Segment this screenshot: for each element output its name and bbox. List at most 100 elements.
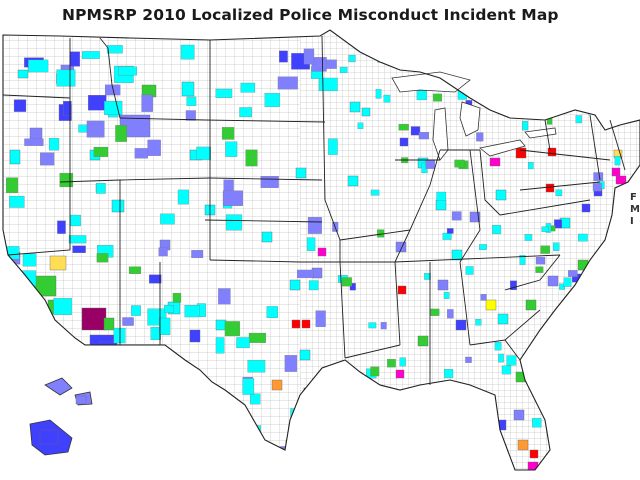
incident-county[interactable] <box>540 245 550 254</box>
incident-county[interactable] <box>465 266 474 275</box>
incident-county[interactable] <box>264 93 280 107</box>
incident-county[interactable] <box>115 125 127 142</box>
incident-county[interactable] <box>444 369 454 378</box>
incident-county[interactable] <box>17 297 37 315</box>
incident-county[interactable] <box>245 149 258 167</box>
incident-county[interactable] <box>432 93 442 102</box>
incident-county[interactable] <box>430 308 440 316</box>
incident-county[interactable] <box>447 309 454 319</box>
incident-county[interactable] <box>277 76 298 90</box>
incident-county[interactable] <box>173 448 188 458</box>
incident-county[interactable] <box>59 173 74 188</box>
incident-county[interactable] <box>489 157 501 167</box>
incident-county[interactable] <box>96 253 109 263</box>
incident-county[interactable] <box>545 390 553 400</box>
incident-county[interactable] <box>113 327 126 344</box>
incident-county[interactable] <box>150 327 161 340</box>
incident-county[interactable] <box>141 94 153 112</box>
incident-county[interactable] <box>48 138 60 151</box>
incident-county[interactable] <box>437 279 449 291</box>
incident-county[interactable] <box>501 365 512 375</box>
incident-county[interactable] <box>103 317 115 331</box>
incident-county[interactable] <box>486 431 493 441</box>
incident-county[interactable] <box>17 69 29 79</box>
incident-county[interactable] <box>525 299 537 311</box>
incident-county[interactable] <box>417 335 429 347</box>
incident-county[interactable] <box>451 211 462 221</box>
incident-county[interactable] <box>289 279 301 291</box>
incident-county[interactable] <box>147 139 161 156</box>
incident-county[interactable] <box>318 77 338 92</box>
incident-county[interactable] <box>566 381 573 389</box>
incident-county[interactable] <box>581 203 591 213</box>
incident-county[interactable] <box>395 241 407 253</box>
incident-county[interactable] <box>181 81 195 97</box>
incident-county[interactable] <box>236 337 250 349</box>
incident-county[interactable] <box>5 177 19 194</box>
incident-county[interactable] <box>515 147 527 159</box>
incident-county[interactable] <box>53 298 72 315</box>
incident-county[interactable] <box>547 275 559 287</box>
incident-county[interactable] <box>506 355 517 366</box>
incident-county[interactable] <box>442 232 452 240</box>
incident-county[interactable] <box>410 126 421 136</box>
incident-county[interactable] <box>417 385 429 397</box>
incident-county[interactable] <box>513 409 525 421</box>
incident-county[interactable] <box>349 283 356 291</box>
incident-county[interactable] <box>593 172 604 181</box>
incident-county[interactable] <box>535 256 546 265</box>
incident-county[interactable] <box>57 220 66 234</box>
incident-county[interactable] <box>160 373 173 387</box>
incident-county[interactable] <box>445 433 453 440</box>
incident-county[interactable] <box>22 253 37 267</box>
incident-county[interactable] <box>184 305 200 318</box>
incident-county[interactable] <box>172 293 182 303</box>
incident-county[interactable] <box>619 224 630 233</box>
incident-county[interactable] <box>239 107 252 118</box>
incident-county[interactable] <box>118 66 138 76</box>
incident-county[interactable] <box>225 141 238 157</box>
incident-county[interactable] <box>307 217 322 234</box>
incident-county[interactable] <box>535 266 544 273</box>
incident-county[interactable] <box>240 82 256 93</box>
incident-county[interactable] <box>225 214 243 231</box>
incident-county[interactable] <box>446 228 454 234</box>
incident-county[interactable] <box>425 159 436 169</box>
incident-county[interactable] <box>24 138 44 146</box>
incident-county[interactable] <box>568 270 578 277</box>
incident-county[interactable] <box>147 393 158 402</box>
incident-county[interactable] <box>589 82 597 89</box>
incident-county[interactable] <box>547 147 557 157</box>
incident-county[interactable] <box>40 152 55 166</box>
incident-county[interactable] <box>218 288 231 305</box>
incident-county[interactable] <box>134 148 149 159</box>
incident-county[interactable] <box>271 379 283 391</box>
incident-county[interactable] <box>308 280 319 291</box>
incident-county[interactable] <box>592 183 602 192</box>
incident-county[interactable] <box>575 115 582 124</box>
incident-county[interactable] <box>395 369 405 379</box>
incident-county[interactable] <box>9 195 25 208</box>
incident-county[interactable] <box>424 435 431 445</box>
incident-county[interactable] <box>495 419 507 431</box>
incident-county[interactable] <box>153 348 170 360</box>
incident-county[interactable] <box>295 167 307 179</box>
incident-county[interactable] <box>149 355 162 372</box>
incident-county[interactable] <box>149 274 162 284</box>
incident-county[interactable] <box>532 418 542 428</box>
incident-county[interactable] <box>469 211 481 223</box>
incident-county[interactable] <box>522 358 532 367</box>
incident-county[interactable] <box>348 54 356 63</box>
incident-county[interactable] <box>476 132 484 142</box>
incident-county[interactable] <box>69 51 80 67</box>
incident-county[interactable] <box>159 317 171 335</box>
incident-county[interactable] <box>552 330 562 341</box>
incident-county[interactable] <box>618 321 626 331</box>
incident-county[interactable] <box>416 430 423 438</box>
incident-county[interactable] <box>104 100 123 115</box>
incident-county[interactable] <box>603 380 614 387</box>
incident-county[interactable] <box>39 429 59 445</box>
incident-county[interactable] <box>158 247 168 257</box>
incident-county[interactable] <box>582 59 592 70</box>
